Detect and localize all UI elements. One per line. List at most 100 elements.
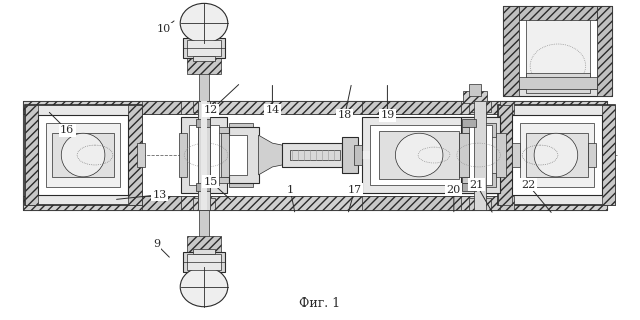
- Bar: [187, 236, 221, 254]
- Bar: [362, 100, 461, 114]
- Bar: [22, 114, 607, 196]
- Bar: [519, 6, 596, 20]
- Bar: [520, 123, 594, 187]
- Bar: [22, 100, 607, 210]
- Bar: [193, 56, 215, 61]
- Bar: [193, 198, 215, 210]
- Bar: [512, 143, 520, 167]
- Bar: [128, 106, 141, 204]
- Bar: [461, 117, 500, 193]
- Bar: [196, 183, 210, 191]
- Bar: [497, 133, 506, 177]
- Bar: [362, 117, 500, 193]
- Bar: [500, 196, 515, 210]
- Text: 16: 16: [60, 125, 74, 135]
- Text: 13: 13: [152, 190, 166, 200]
- Bar: [183, 38, 225, 58]
- Ellipse shape: [180, 267, 228, 307]
- Bar: [461, 183, 476, 191]
- Bar: [474, 100, 486, 210]
- Text: 21: 21: [470, 180, 484, 190]
- Bar: [198, 100, 210, 210]
- Bar: [141, 196, 181, 210]
- Ellipse shape: [61, 133, 105, 177]
- Bar: [342, 137, 358, 173]
- Text: 19: 19: [380, 110, 394, 120]
- Bar: [228, 127, 259, 183]
- Bar: [196, 119, 210, 127]
- Bar: [46, 123, 120, 187]
- Bar: [193, 249, 215, 254]
- Bar: [362, 196, 461, 210]
- Polygon shape: [206, 123, 253, 137]
- Polygon shape: [206, 173, 253, 187]
- Text: 20: 20: [447, 185, 461, 195]
- Bar: [526, 133, 588, 177]
- Text: 17: 17: [348, 185, 362, 195]
- Bar: [282, 143, 342, 167]
- Text: 15: 15: [204, 177, 218, 187]
- Bar: [504, 6, 519, 96]
- Bar: [179, 133, 187, 177]
- Text: 14: 14: [266, 105, 280, 116]
- Bar: [354, 145, 362, 165]
- Bar: [199, 71, 209, 100]
- Text: Фиг. 1: Фиг. 1: [300, 297, 340, 310]
- Text: 1: 1: [287, 185, 294, 195]
- Bar: [461, 119, 476, 127]
- Bar: [189, 125, 219, 185]
- Bar: [22, 196, 607, 210]
- Text: 10: 10: [156, 24, 170, 34]
- Bar: [526, 19, 589, 84]
- Bar: [459, 133, 468, 177]
- Bar: [38, 116, 128, 195]
- Bar: [596, 6, 612, 96]
- Bar: [500, 100, 515, 114]
- Bar: [519, 13, 596, 89]
- Bar: [463, 91, 486, 102]
- Polygon shape: [461, 173, 497, 187]
- Bar: [193, 100, 215, 112]
- Bar: [468, 125, 493, 185]
- Bar: [136, 143, 145, 167]
- Bar: [22, 100, 607, 114]
- Bar: [24, 106, 38, 204]
- Bar: [181, 117, 227, 193]
- Bar: [228, 151, 486, 159]
- Bar: [499, 106, 616, 204]
- Bar: [199, 210, 209, 239]
- Polygon shape: [259, 135, 282, 175]
- Bar: [201, 100, 207, 210]
- Bar: [52, 133, 114, 177]
- Ellipse shape: [534, 133, 578, 177]
- Bar: [369, 125, 493, 185]
- Bar: [380, 131, 459, 179]
- Polygon shape: [461, 123, 497, 137]
- Bar: [519, 77, 596, 89]
- Bar: [198, 100, 210, 210]
- Bar: [141, 100, 181, 114]
- Bar: [183, 252, 225, 272]
- Bar: [24, 106, 141, 204]
- Bar: [228, 147, 486, 163]
- Bar: [187, 40, 221, 56]
- Text: 18: 18: [338, 110, 352, 120]
- Bar: [221, 133, 228, 177]
- Bar: [468, 198, 490, 210]
- Bar: [512, 116, 602, 195]
- Ellipse shape: [180, 4, 228, 43]
- Bar: [291, 150, 340, 160]
- Bar: [468, 100, 490, 112]
- Bar: [588, 143, 596, 167]
- Bar: [526, 73, 589, 92]
- Text: 22: 22: [521, 180, 535, 190]
- Text: 12: 12: [204, 105, 218, 116]
- Bar: [228, 135, 246, 175]
- Ellipse shape: [396, 133, 443, 177]
- Bar: [187, 254, 221, 270]
- Bar: [602, 106, 616, 204]
- Bar: [499, 106, 512, 204]
- Bar: [468, 84, 481, 96]
- Bar: [504, 6, 612, 96]
- Bar: [187, 56, 221, 74]
